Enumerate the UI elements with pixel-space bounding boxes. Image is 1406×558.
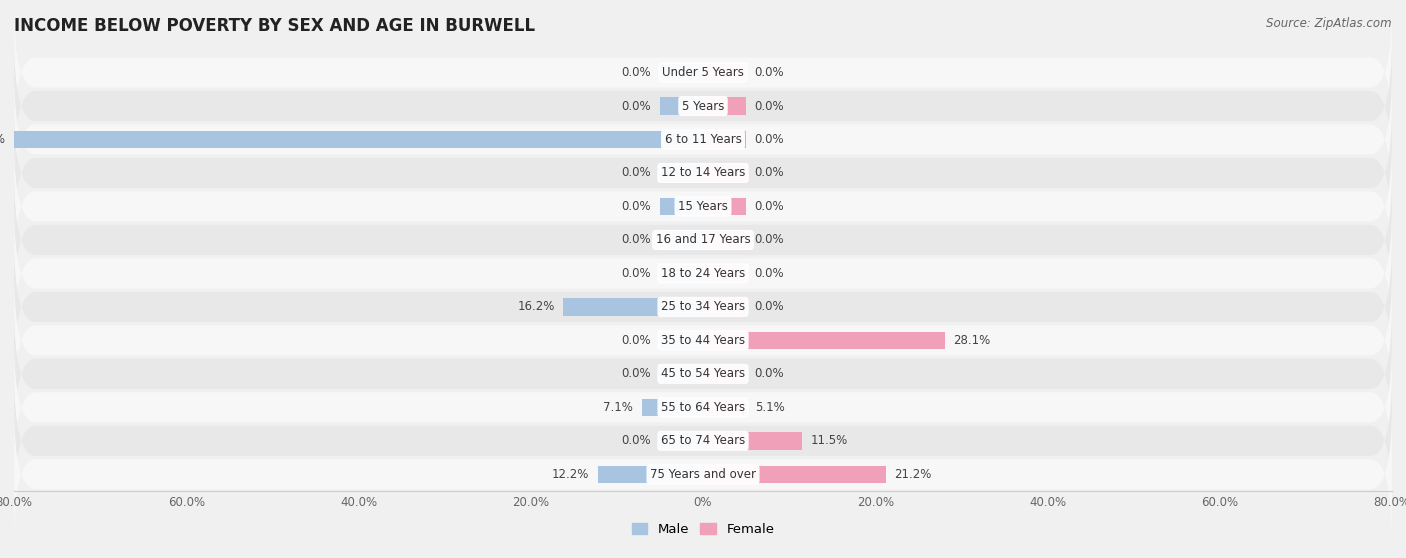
- Bar: [703, 432, 801, 450]
- Text: 0.0%: 0.0%: [621, 66, 651, 79]
- Bar: [703, 97, 747, 115]
- FancyBboxPatch shape: [14, 305, 1392, 442]
- Bar: [598, 465, 703, 483]
- Text: Source: ZipAtlas.com: Source: ZipAtlas.com: [1267, 17, 1392, 30]
- Text: 0.0%: 0.0%: [755, 166, 785, 180]
- Text: 21.2%: 21.2%: [894, 468, 932, 481]
- Text: 65 to 74 Years: 65 to 74 Years: [661, 434, 745, 448]
- Bar: [703, 164, 747, 182]
- FancyBboxPatch shape: [14, 406, 1392, 543]
- FancyBboxPatch shape: [14, 372, 1392, 509]
- Text: 0.0%: 0.0%: [755, 99, 785, 113]
- Text: 25 to 34 Years: 25 to 34 Years: [661, 300, 745, 314]
- Bar: [703, 331, 945, 349]
- Bar: [703, 298, 747, 316]
- Text: 0.0%: 0.0%: [755, 300, 785, 314]
- Text: 0.0%: 0.0%: [621, 99, 651, 113]
- Text: 75 Years and over: 75 Years and over: [650, 468, 756, 481]
- FancyBboxPatch shape: [14, 171, 1392, 309]
- Bar: [703, 198, 747, 215]
- Bar: [703, 264, 747, 282]
- FancyBboxPatch shape: [14, 339, 1392, 476]
- Text: 18 to 24 Years: 18 to 24 Years: [661, 267, 745, 280]
- Text: Under 5 Years: Under 5 Years: [662, 66, 744, 79]
- Text: 0.0%: 0.0%: [621, 367, 651, 381]
- Text: 0.0%: 0.0%: [755, 367, 785, 381]
- Bar: [703, 398, 747, 416]
- Text: 55 to 64 Years: 55 to 64 Years: [661, 401, 745, 414]
- Bar: [703, 365, 747, 383]
- Text: 5 Years: 5 Years: [682, 99, 724, 113]
- Text: 0.0%: 0.0%: [755, 66, 785, 79]
- Text: 45 to 54 Years: 45 to 54 Years: [661, 367, 745, 381]
- Bar: [659, 164, 703, 182]
- Bar: [659, 331, 703, 349]
- Text: 7.1%: 7.1%: [603, 401, 633, 414]
- Text: 15 Years: 15 Years: [678, 200, 728, 213]
- FancyBboxPatch shape: [14, 104, 1392, 242]
- Text: 0.0%: 0.0%: [755, 133, 785, 146]
- Bar: [564, 298, 703, 316]
- FancyBboxPatch shape: [14, 205, 1392, 342]
- Bar: [659, 198, 703, 215]
- Text: 11.5%: 11.5%: [811, 434, 848, 448]
- Text: 35 to 44 Years: 35 to 44 Years: [661, 334, 745, 347]
- Bar: [659, 264, 703, 282]
- Text: 0.0%: 0.0%: [755, 233, 785, 247]
- Bar: [703, 64, 747, 81]
- Text: INCOME BELOW POVERTY BY SEX AND AGE IN BURWELL: INCOME BELOW POVERTY BY SEX AND AGE IN B…: [14, 17, 536, 35]
- Text: 12 to 14 Years: 12 to 14 Years: [661, 166, 745, 180]
- FancyBboxPatch shape: [14, 37, 1392, 175]
- FancyBboxPatch shape: [14, 71, 1392, 208]
- Legend: Male, Female: Male, Female: [626, 517, 780, 541]
- Bar: [659, 64, 703, 81]
- Text: 0.0%: 0.0%: [755, 267, 785, 280]
- Text: 5.1%: 5.1%: [755, 401, 786, 414]
- Text: 0.0%: 0.0%: [621, 233, 651, 247]
- Bar: [703, 231, 747, 249]
- Text: 28.1%: 28.1%: [953, 334, 991, 347]
- Bar: [14, 131, 703, 148]
- Bar: [703, 465, 886, 483]
- FancyBboxPatch shape: [14, 272, 1392, 409]
- Text: 6 to 11 Years: 6 to 11 Years: [665, 133, 741, 146]
- Text: 0.0%: 0.0%: [621, 166, 651, 180]
- Text: 0.0%: 0.0%: [621, 334, 651, 347]
- FancyBboxPatch shape: [14, 4, 1392, 141]
- Text: 0.0%: 0.0%: [755, 200, 785, 213]
- Text: 16 and 17 Years: 16 and 17 Years: [655, 233, 751, 247]
- Bar: [703, 131, 747, 148]
- Bar: [659, 231, 703, 249]
- Bar: [659, 365, 703, 383]
- Bar: [659, 97, 703, 115]
- Text: 0.0%: 0.0%: [621, 434, 651, 448]
- FancyBboxPatch shape: [14, 138, 1392, 275]
- Text: 0.0%: 0.0%: [621, 200, 651, 213]
- Text: 12.2%: 12.2%: [553, 468, 589, 481]
- Text: 16.2%: 16.2%: [517, 300, 555, 314]
- Text: 80.0%: 80.0%: [0, 133, 6, 146]
- Text: 0.0%: 0.0%: [621, 267, 651, 280]
- Bar: [659, 432, 703, 450]
- FancyBboxPatch shape: [14, 238, 1392, 376]
- Bar: [643, 398, 703, 416]
